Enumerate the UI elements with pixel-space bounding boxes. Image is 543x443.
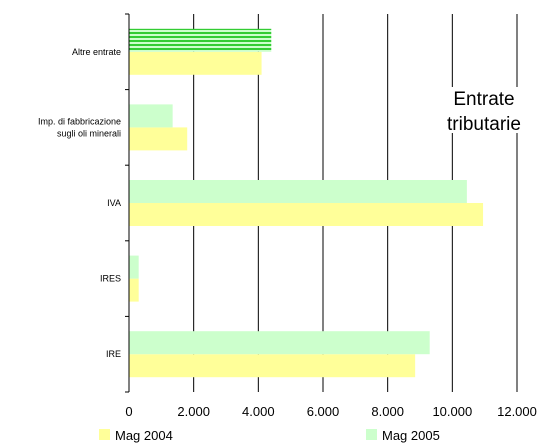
title-line: Entrate xyxy=(453,89,514,110)
bar-mag2005 xyxy=(129,28,272,52)
x-tick-label: 8.000 xyxy=(371,404,404,419)
bar-mag2005 xyxy=(129,255,139,279)
category-label: IRES xyxy=(100,274,121,284)
legend-label: Mag 2004 xyxy=(115,428,173,443)
category-label: Imp. di fabbricazione sugli oli minerali xyxy=(38,116,121,138)
bar-mag2005 xyxy=(129,331,430,355)
title-line: tributarie xyxy=(447,114,521,135)
bar-mag2004 xyxy=(129,354,416,378)
x-tick-label: 4.000 xyxy=(242,404,275,419)
category-label: IVA xyxy=(107,198,121,208)
x-tick-label: 6.000 xyxy=(307,404,340,419)
x-tick-label: 10.000 xyxy=(432,404,472,419)
labels: Altre entrate Imp. di fabbricazione sugli … xyxy=(38,47,537,419)
legend-swatch xyxy=(366,429,377,440)
legend: Mag 2004 Mag 2005 xyxy=(99,428,440,443)
bar-mag2004 xyxy=(129,127,188,151)
chart-title: Entrate tributarie xyxy=(446,87,522,135)
category-label: IRE xyxy=(106,349,121,359)
x-tick-label: 0 xyxy=(125,404,132,419)
category-label: Altre entrate xyxy=(72,47,121,57)
x-tick-label: 12.000 xyxy=(497,404,537,419)
bars xyxy=(129,28,484,378)
bar-mag2005 xyxy=(129,180,467,203)
axes xyxy=(125,13,130,393)
bar-mag2004 xyxy=(129,203,484,226)
bar-mag2004 xyxy=(129,278,139,302)
legend-swatch xyxy=(99,429,110,440)
bar-mag2004 xyxy=(129,51,262,75)
title-box xyxy=(446,87,522,133)
bar-mag2005 xyxy=(129,104,173,128)
legend-label: Mag 2005 xyxy=(382,428,440,443)
x-tick-label: 2.000 xyxy=(177,404,210,419)
